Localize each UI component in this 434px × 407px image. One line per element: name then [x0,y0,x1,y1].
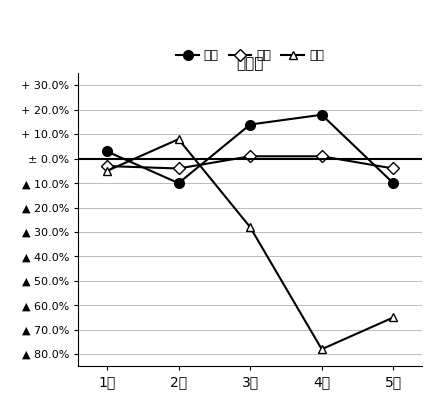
外食 [390,315,395,320]
Line: 内食: 内食 [102,110,397,188]
中食 [319,154,324,159]
内食 [104,149,109,154]
中食 [390,166,395,171]
中食 [175,166,181,171]
Legend: 内食, 中食, 外食: 内食, 中食, 外食 [171,44,328,67]
外食 [104,168,109,173]
中食 [104,164,109,168]
中食 [247,154,252,159]
外食 [319,347,324,352]
Line: 外食: 外食 [102,135,397,353]
内食 [247,122,252,127]
外食 [247,225,252,230]
内食 [175,181,181,186]
Line: 中食: 中食 [102,152,397,173]
Title: 大阪市: 大阪市 [236,56,263,71]
外食 [175,137,181,142]
内食 [319,112,324,117]
内食 [390,181,395,186]
